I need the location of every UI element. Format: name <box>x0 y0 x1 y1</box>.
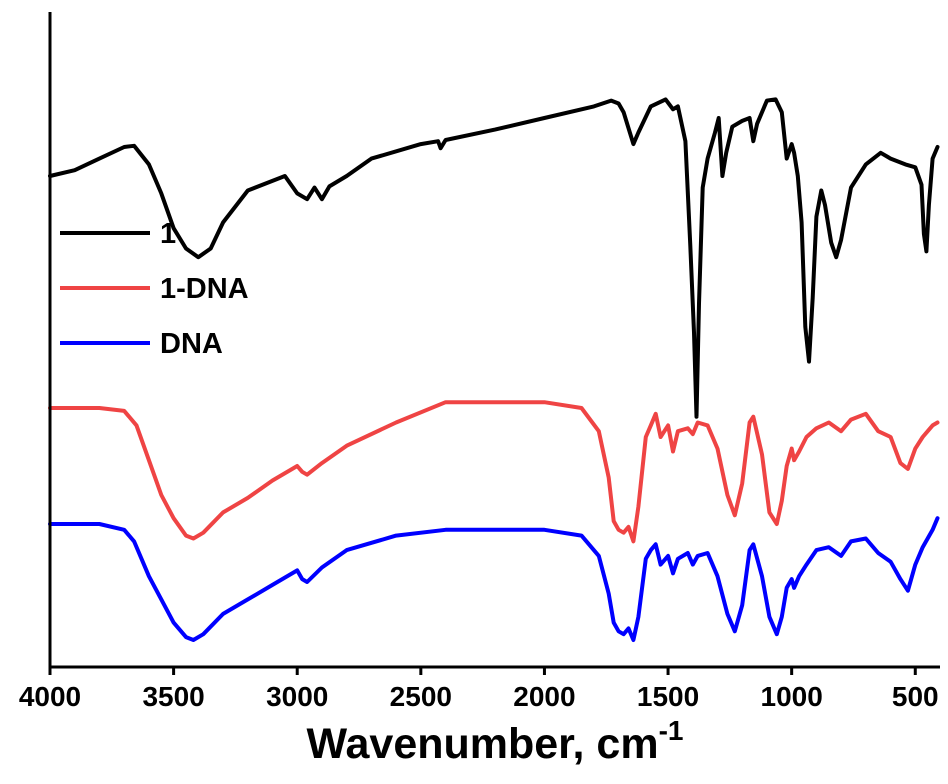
x-tick-label-1000: 1000 <box>761 681 823 712</box>
series-line-dna <box>48 516 940 642</box>
x-tick-label-500: 500 <box>892 681 939 712</box>
legend: 1 1-DNA DNA <box>60 218 249 360</box>
x-tick-label-1500: 1500 <box>637 681 699 712</box>
x-tick-label-3500: 3500 <box>142 681 204 712</box>
series-line-1 <box>48 97 940 419</box>
x-tick-label-3000: 3000 <box>266 681 328 712</box>
legend-label-dna: DNA <box>160 328 223 360</box>
series-line-1-dna <box>48 400 940 544</box>
legend-label-1: 1 <box>160 218 176 250</box>
legend-label-1-dna: 1-DNA <box>160 273 249 305</box>
x-axis-title-superscript: -1 <box>659 715 684 746</box>
x-tick-label-4000: 4000 <box>19 681 81 712</box>
x-tick-label-2500: 2500 <box>390 681 452 712</box>
x-axis-title-main: Wavenumber, cm <box>307 720 659 768</box>
plot-series-layer <box>48 97 940 642</box>
x-ticks: 4000 3500 3000 2500 2000 1500 1000 500 <box>19 667 939 712</box>
x-tick-label-2000: 2000 <box>513 681 575 712</box>
x-axis-title: Wavenumber, cm-1 <box>307 715 684 768</box>
